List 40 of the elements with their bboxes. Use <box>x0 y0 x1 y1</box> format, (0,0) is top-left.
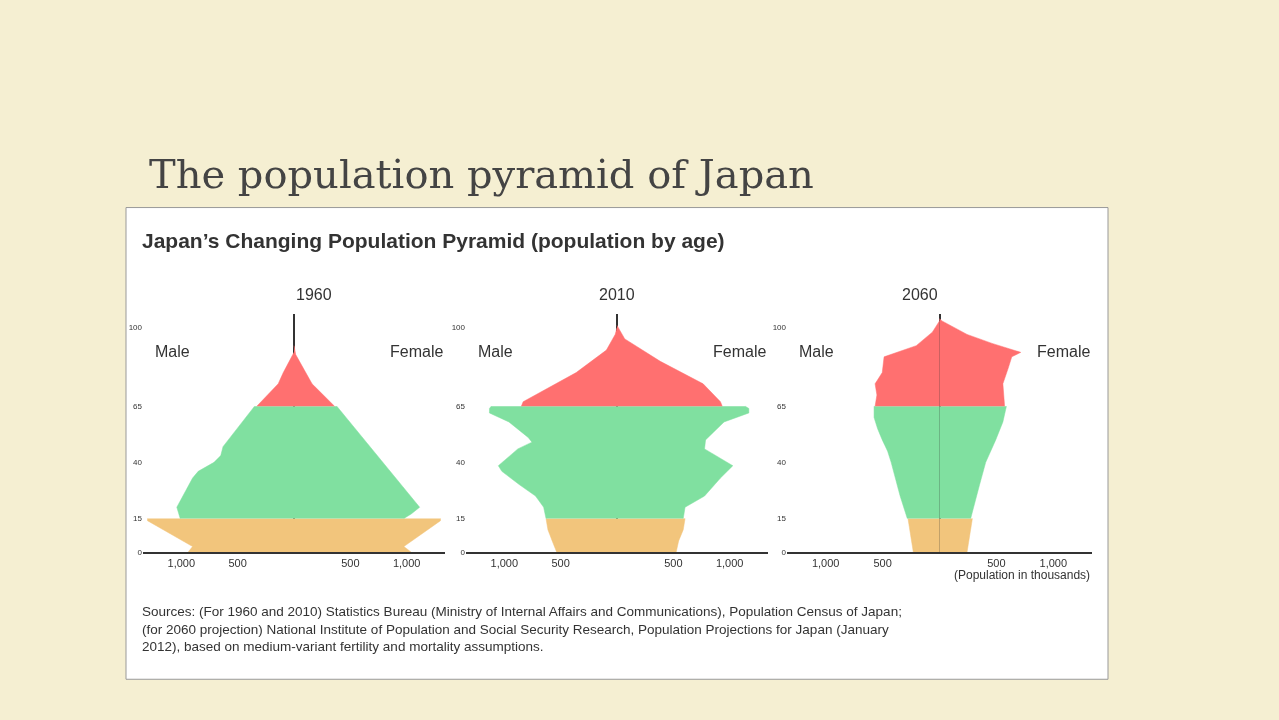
y-tick-label: 0 <box>781 547 787 557</box>
y-tick-label: 100 <box>772 323 787 333</box>
text: The population pyramid of Japan <box>149 151 814 197</box>
source-note: Sources: (For 1960 and 2010) Statistics Bureau (Ministry of Internal Affairs and Communications), Population Census of Japan; (for 2060 projection) National Institute of Population and Social Security Research, Population Projections for Japan (January 2012), based on medium-variant fertility and mortality assumptions. <box>142 604 902 655</box>
x-tick-label: 500 <box>551 557 570 570</box>
annotation: Female <box>1037 343 1091 360</box>
annotation: Male <box>478 343 513 360</box>
x-tick-label: 1,000 <box>392 557 421 570</box>
y-tick-label: 40 <box>133 458 143 468</box>
y-tick-label: 100 <box>451 323 466 333</box>
y-tick-label: 65 <box>777 402 787 412</box>
x-tick-label: 500 <box>987 557 1006 570</box>
annotation: Female <box>713 343 767 360</box>
x-tick-label: 1,000 <box>1039 557 1068 570</box>
chart-title: 2060 <box>902 286 938 303</box>
y-tick-label: 15 <box>133 514 143 524</box>
text: Japan’s Changing Population Pyramid (population by age) <box>142 229 725 252</box>
chart-title: 2010 <box>599 286 635 303</box>
y-tick-label: 65 <box>456 402 466 412</box>
annotation: Male <box>799 343 834 360</box>
y-tick-label: 65 <box>133 402 143 412</box>
x-tick-label: 1,000 <box>167 557 196 570</box>
annotation: Male <box>155 343 190 360</box>
x-tick-label: 500 <box>873 557 892 570</box>
x-axis-title: (Population in thousands) <box>954 568 1091 582</box>
annotation: Female <box>390 343 444 360</box>
x-tick-label: 1,000 <box>811 557 840 570</box>
y-tick-label: 100 <box>128 323 143 333</box>
y-tick-label: 15 <box>777 514 787 524</box>
y-tick-label: 40 <box>777 458 787 468</box>
y-tick-label: 15 <box>456 514 466 524</box>
chart-title: 1960 <box>296 286 332 303</box>
x-tick-label: 500 <box>341 557 360 570</box>
y-tick-label: 0 <box>460 547 466 557</box>
y-tick-label: 0 <box>137 547 143 557</box>
x-tick-label: 1,000 <box>490 557 519 570</box>
y-tick-label: 40 <box>456 458 466 468</box>
x-tick-label: 500 <box>228 557 247 570</box>
x-tick-label: 1,000 <box>715 557 744 570</box>
x-tick-label: 500 <box>664 557 683 570</box>
